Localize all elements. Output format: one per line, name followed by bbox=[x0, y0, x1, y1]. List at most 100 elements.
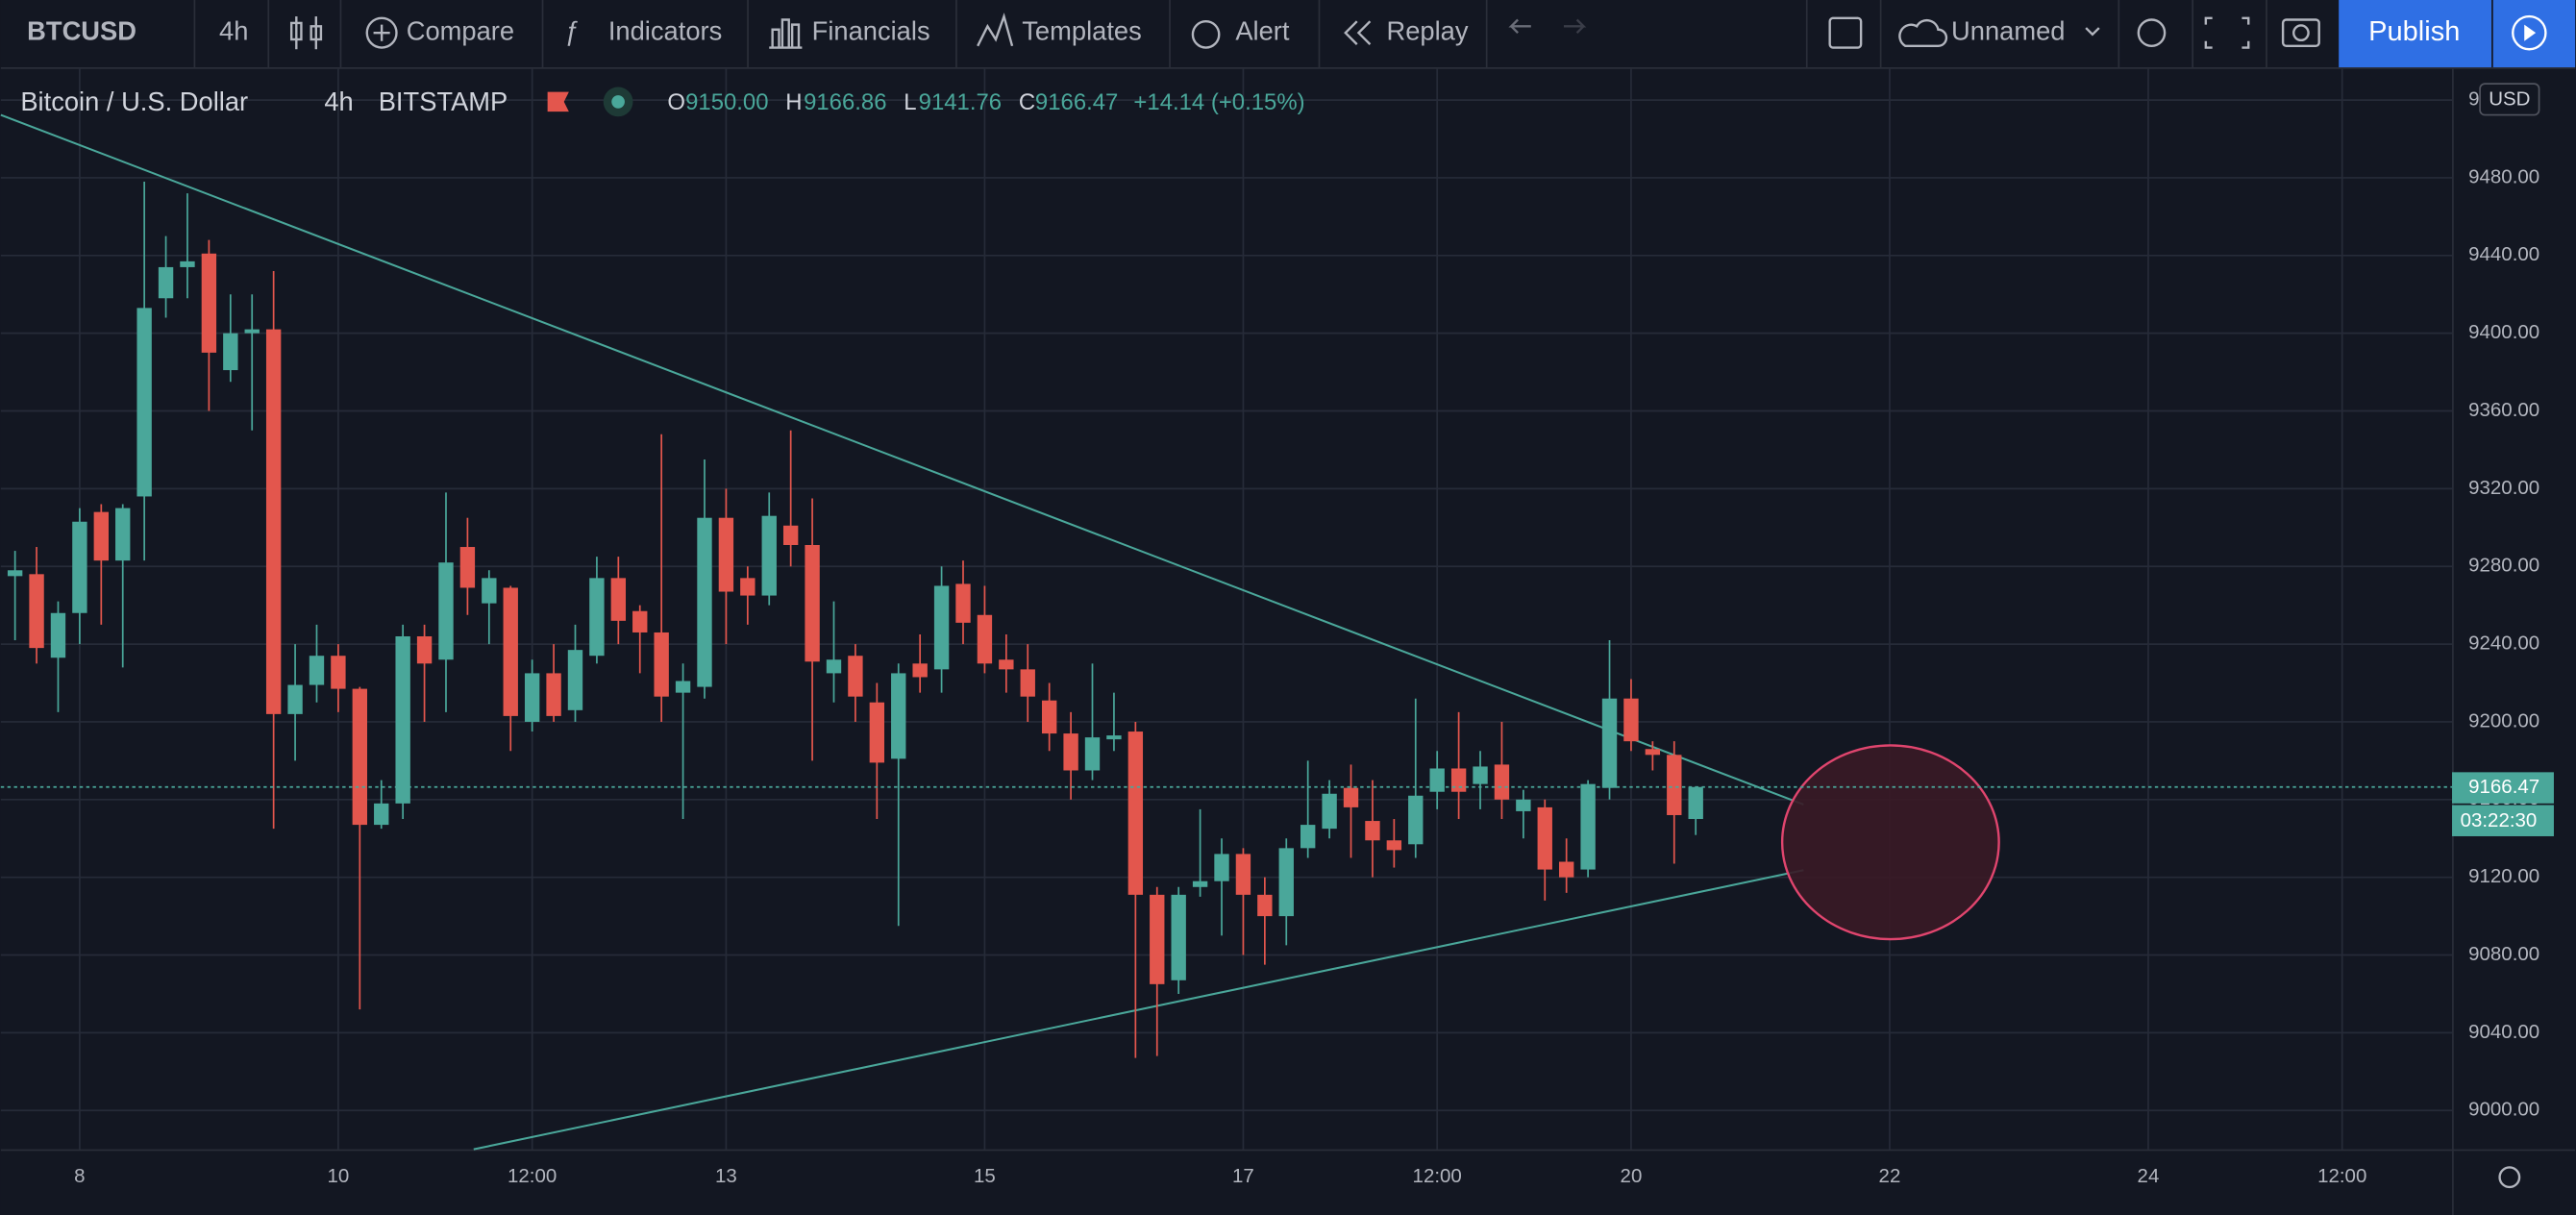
layout-name[interactable]: Unnamed bbox=[1951, 15, 2065, 45]
candle-body bbox=[1041, 700, 1057, 734]
countdown: 03:22:30 bbox=[2461, 809, 2538, 831]
instrument-name: Bitcoin / U.S. Dollar bbox=[20, 87, 248, 116]
candle-body bbox=[761, 515, 777, 596]
candle-body bbox=[503, 587, 518, 716]
candle-body bbox=[805, 544, 820, 662]
compare[interactable]: Compare bbox=[407, 15, 514, 45]
y-tick-label: 9120.00 bbox=[2468, 865, 2539, 887]
candle-body bbox=[740, 578, 755, 596]
candle-body bbox=[977, 614, 993, 664]
chart-style-icon[interactable] bbox=[289, 16, 323, 50]
indicators-icon[interactable]: ƒ bbox=[564, 15, 579, 45]
candle-body bbox=[1429, 768, 1445, 792]
layout-icon[interactable] bbox=[1828, 16, 1863, 49]
candle-body bbox=[782, 525, 799, 545]
candle-body bbox=[1300, 825, 1316, 849]
x-tick-label: 17 bbox=[1232, 1165, 1254, 1187]
templates[interactable]: Templates bbox=[1022, 15, 1141, 45]
y-tick-label: 9080.00 bbox=[2468, 943, 2539, 965]
candle-body bbox=[1559, 861, 1574, 878]
candle-body bbox=[482, 578, 497, 604]
snapshot-icon[interactable] bbox=[2281, 18, 2320, 48]
candle-body bbox=[869, 702, 885, 763]
candle-body bbox=[654, 632, 669, 697]
publish-button[interactable] bbox=[2339, 0, 2492, 68]
redo[interactable] bbox=[1563, 18, 1587, 35]
candle-body bbox=[416, 636, 433, 664]
trendline-upper bbox=[0, 113, 1804, 806]
candle-body bbox=[331, 656, 346, 689]
indicators[interactable]: Indicators bbox=[608, 15, 722, 45]
candle-body bbox=[1386, 840, 1402, 851]
candle-body bbox=[1494, 764, 1510, 800]
candle-body bbox=[201, 253, 217, 353]
candle-body bbox=[546, 673, 561, 716]
candle-body bbox=[567, 650, 583, 710]
x-tick-label: 22 bbox=[1879, 1165, 1901, 1187]
candle-body bbox=[1450, 768, 1467, 792]
exchange: BITSTAMP bbox=[379, 87, 508, 116]
replay[interactable]: Replay bbox=[1386, 15, 1468, 45]
candle-body bbox=[93, 511, 109, 561]
symbol[interactable]: BTCUSD bbox=[27, 15, 136, 45]
candle-body bbox=[610, 578, 627, 621]
candle-body bbox=[1580, 783, 1596, 870]
settings-icon[interactable] bbox=[2137, 18, 2167, 48]
candle-body bbox=[999, 659, 1014, 670]
candle-body bbox=[287, 684, 303, 714]
x-tick-label: 24 bbox=[2138, 1165, 2160, 1187]
replay-icon bbox=[1344, 20, 1372, 45]
snapshot-lens bbox=[2292, 24, 2310, 42]
candle-body bbox=[1408, 795, 1424, 845]
candle-body bbox=[1127, 731, 1144, 895]
candle-body bbox=[374, 803, 389, 826]
plot: 9000.009040.009080.009120.009160.009200.… bbox=[0, 68, 2576, 1215]
candle-body bbox=[1063, 733, 1078, 771]
x-tick-label: 12:00 bbox=[2317, 1165, 2366, 1187]
y-tick-label: 9440.00 bbox=[2468, 243, 2539, 265]
y-tick-label: 9040.00 bbox=[2468, 1021, 2539, 1043]
candle-body bbox=[848, 656, 863, 697]
alert[interactable]: Alert bbox=[1235, 15, 1290, 45]
interval[interactable]: 4h bbox=[219, 15, 248, 45]
candle-body bbox=[1343, 787, 1359, 807]
candle-body bbox=[1171, 894, 1186, 980]
publish[interactable]: Publish bbox=[2368, 16, 2460, 47]
candle-body bbox=[1601, 698, 1618, 788]
candle-body bbox=[244, 329, 260, 334]
candle-body bbox=[675, 681, 691, 693]
candle-body bbox=[352, 688, 368, 826]
play-icon bbox=[2512, 14, 2547, 51]
candle-body bbox=[955, 583, 971, 623]
financials[interactable]: Financials bbox=[812, 15, 930, 45]
candle-body bbox=[589, 578, 605, 657]
x-tick-label: 13 bbox=[715, 1165, 737, 1187]
countdown-box bbox=[2452, 805, 2554, 836]
candle-body bbox=[158, 266, 174, 299]
undo[interactable] bbox=[1508, 18, 1531, 35]
candle-body bbox=[1106, 735, 1122, 740]
candle-body bbox=[1235, 854, 1251, 895]
alert-icon bbox=[1191, 20, 1221, 49]
candle-body bbox=[1214, 854, 1229, 881]
candle-body bbox=[29, 574, 44, 649]
x-tick-label: 10 bbox=[328, 1165, 350, 1187]
candle-body bbox=[1473, 766, 1488, 784]
ohlc-value: 9166.86 bbox=[804, 89, 886, 115]
candle-body bbox=[72, 521, 87, 613]
candle-body bbox=[1278, 848, 1294, 917]
ohlc-value: 9150.00 bbox=[685, 89, 768, 115]
candle-body bbox=[50, 612, 66, 658]
compare-icon[interactable] bbox=[365, 16, 398, 49]
flag[interactable] bbox=[547, 91, 569, 112]
templates-icon bbox=[977, 12, 1014, 47]
candle-body bbox=[1623, 698, 1639, 742]
candle-body bbox=[697, 517, 712, 687]
x-tick-label: 20 bbox=[1621, 1165, 1643, 1187]
candle-body bbox=[1516, 799, 1531, 811]
fullscreen-icon[interactable] bbox=[2204, 16, 2250, 49]
y-tick-label: 9320.00 bbox=[2468, 477, 2539, 499]
toolbar: BTCUSD 4h Compare ƒ Indicators Financial… bbox=[0, 0, 2576, 69]
x-tick-label: 12:00 bbox=[508, 1165, 557, 1187]
layout-dropdown[interactable] bbox=[2085, 27, 2100, 37]
